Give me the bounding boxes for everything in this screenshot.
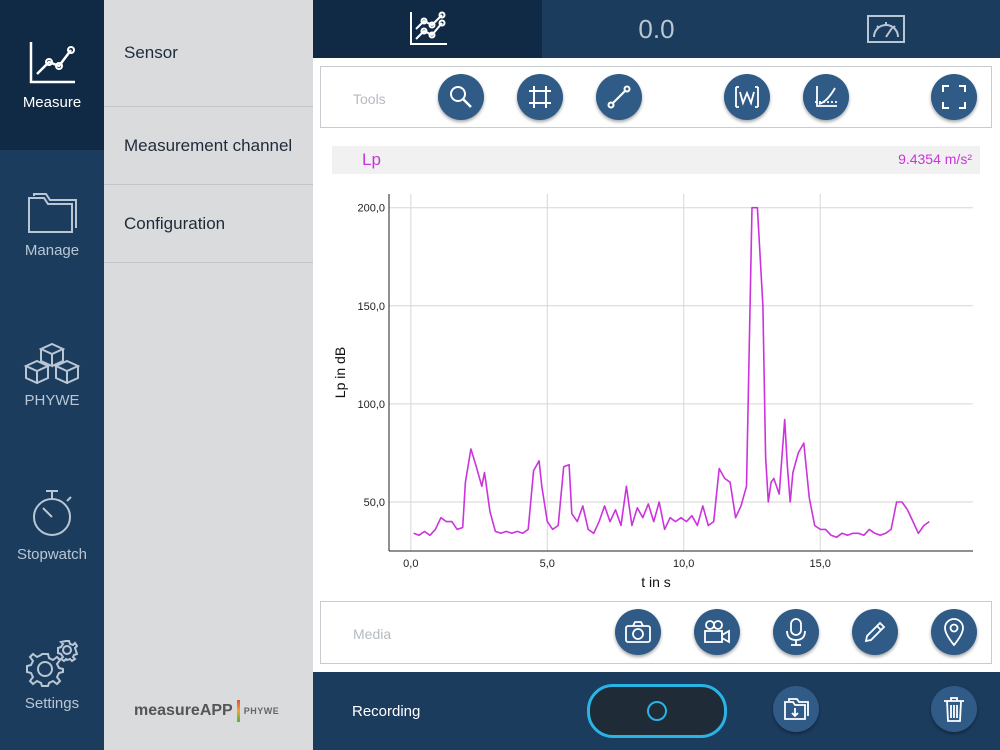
recording-label: Recording (352, 703, 421, 720)
record-button[interactable] (587, 684, 727, 738)
menu-item-label: Configuration (124, 214, 226, 233)
secondary-menu: Sensor Measurement channel Configuration… (104, 0, 313, 750)
fullscreen-button[interactable] (931, 74, 977, 120)
view-tabs: 0.0 (313, 0, 1000, 58)
line-tool-button[interactable] (596, 74, 642, 120)
camera-button[interactable] (615, 609, 661, 655)
x-tick-label: 15,0 (809, 558, 830, 570)
nav-item-settings[interactable]: Settings (0, 600, 104, 750)
menu-item-sensor[interactable]: Sensor (104, 30, 313, 107)
pencil-icon (864, 621, 886, 643)
y-tick-label: 200,0 (357, 203, 385, 215)
location-button[interactable] (931, 609, 977, 655)
record-circle-icon (647, 701, 667, 721)
x-tick-label: 10,0 (673, 558, 694, 570)
x-axis-label: t in s (641, 574, 671, 590)
channel-value: 9.4354 m/s² (898, 151, 972, 167)
gears-icon (26, 639, 78, 687)
video-button[interactable] (694, 609, 740, 655)
video-icon (704, 620, 730, 644)
x-tick-label: 0,0 (403, 558, 418, 570)
series-line (413, 206, 930, 539)
nav-item-stopwatch[interactable]: Stopwatch (0, 450, 104, 600)
fullscreen-icon (942, 85, 966, 109)
pencil-button[interactable] (852, 609, 898, 655)
crop-button[interactable] (517, 74, 563, 120)
nav-item-label: Manage (24, 241, 80, 259)
microphone-icon (786, 618, 806, 646)
y-tick-label: 50,0 (364, 497, 385, 509)
tools-panel: Tools (320, 66, 992, 128)
location-pin-icon (944, 618, 964, 646)
line-tool-icon (607, 85, 631, 109)
tab-gauge[interactable] (771, 0, 1000, 58)
x-tick-label: 5,0 (540, 558, 555, 570)
zoom-button[interactable] (438, 74, 484, 120)
brand-sub: PHYWE (243, 706, 280, 716)
measurement-chart[interactable]: 0,0 5,0 10,0 15,0 50,0 100,0 150,0 200,0 t in s L… (320, 180, 992, 595)
y-axis-label: Lp in dB (332, 347, 348, 398)
stopwatch-icon (33, 489, 72, 536)
delete-button[interactable] (931, 686, 977, 732)
tab-graph[interactable] (313, 0, 542, 58)
brand-name: measureAPP (134, 702, 233, 719)
crop-icon (529, 86, 551, 108)
trash-icon (944, 697, 964, 722)
tools-label: Tools (353, 91, 386, 107)
export-button[interactable] (773, 686, 819, 732)
y-tick-label: 150,0 (357, 301, 385, 313)
chart-line-icon (29, 41, 75, 83)
nav-item-label: PHYWE (24, 391, 80, 409)
graph-tab-icon (409, 11, 447, 45)
wave-fit-button[interactable] (724, 74, 770, 120)
microphone-button[interactable] (773, 609, 819, 655)
y-tick-label: 100,0 (357, 399, 385, 411)
axes-icon (815, 86, 837, 107)
brand-logo: measureAPP PHYWE (134, 700, 279, 722)
nav-item-label: Stopwatch (16, 545, 88, 563)
menu-item-measurement-channel[interactable]: Measurement channel (104, 108, 313, 185)
menu-item-label: Measurement channel (124, 136, 293, 155)
tab-digital-value[interactable]: 0.0 (542, 0, 771, 58)
nav-item-manage[interactable]: Manage (0, 150, 104, 300)
nav-item-label: Measure (22, 93, 82, 111)
export-folder-icon (784, 698, 809, 720)
folder-icon (28, 192, 77, 233)
cubes-icon (23, 342, 81, 384)
axes-button[interactable] (803, 74, 849, 120)
zoom-icon (450, 86, 472, 108)
menu-item-configuration[interactable]: Configuration (104, 186, 313, 263)
wave-fit-icon (735, 86, 759, 108)
menu-item-label: Sensor (124, 43, 178, 62)
nav-item-phywe[interactable]: PHYWE (0, 300, 104, 450)
gauge-tab-icon (866, 15, 905, 43)
recording-bar: Recording (313, 672, 1000, 750)
media-panel: Media (320, 601, 992, 664)
main-navigation: Measure Manage PHYWE Stopw (0, 0, 104, 750)
digital-value: 0.0 (638, 13, 675, 44)
media-label: Media (353, 626, 392, 642)
channel-header: Lp 9.4354 m/s² (332, 146, 980, 174)
brand-bar (236, 700, 240, 722)
nav-item-measure[interactable]: Measure (0, 0, 104, 150)
nav-item-label: Settings (24, 694, 80, 712)
channel-name: Lp (362, 150, 381, 169)
camera-icon (625, 621, 651, 643)
